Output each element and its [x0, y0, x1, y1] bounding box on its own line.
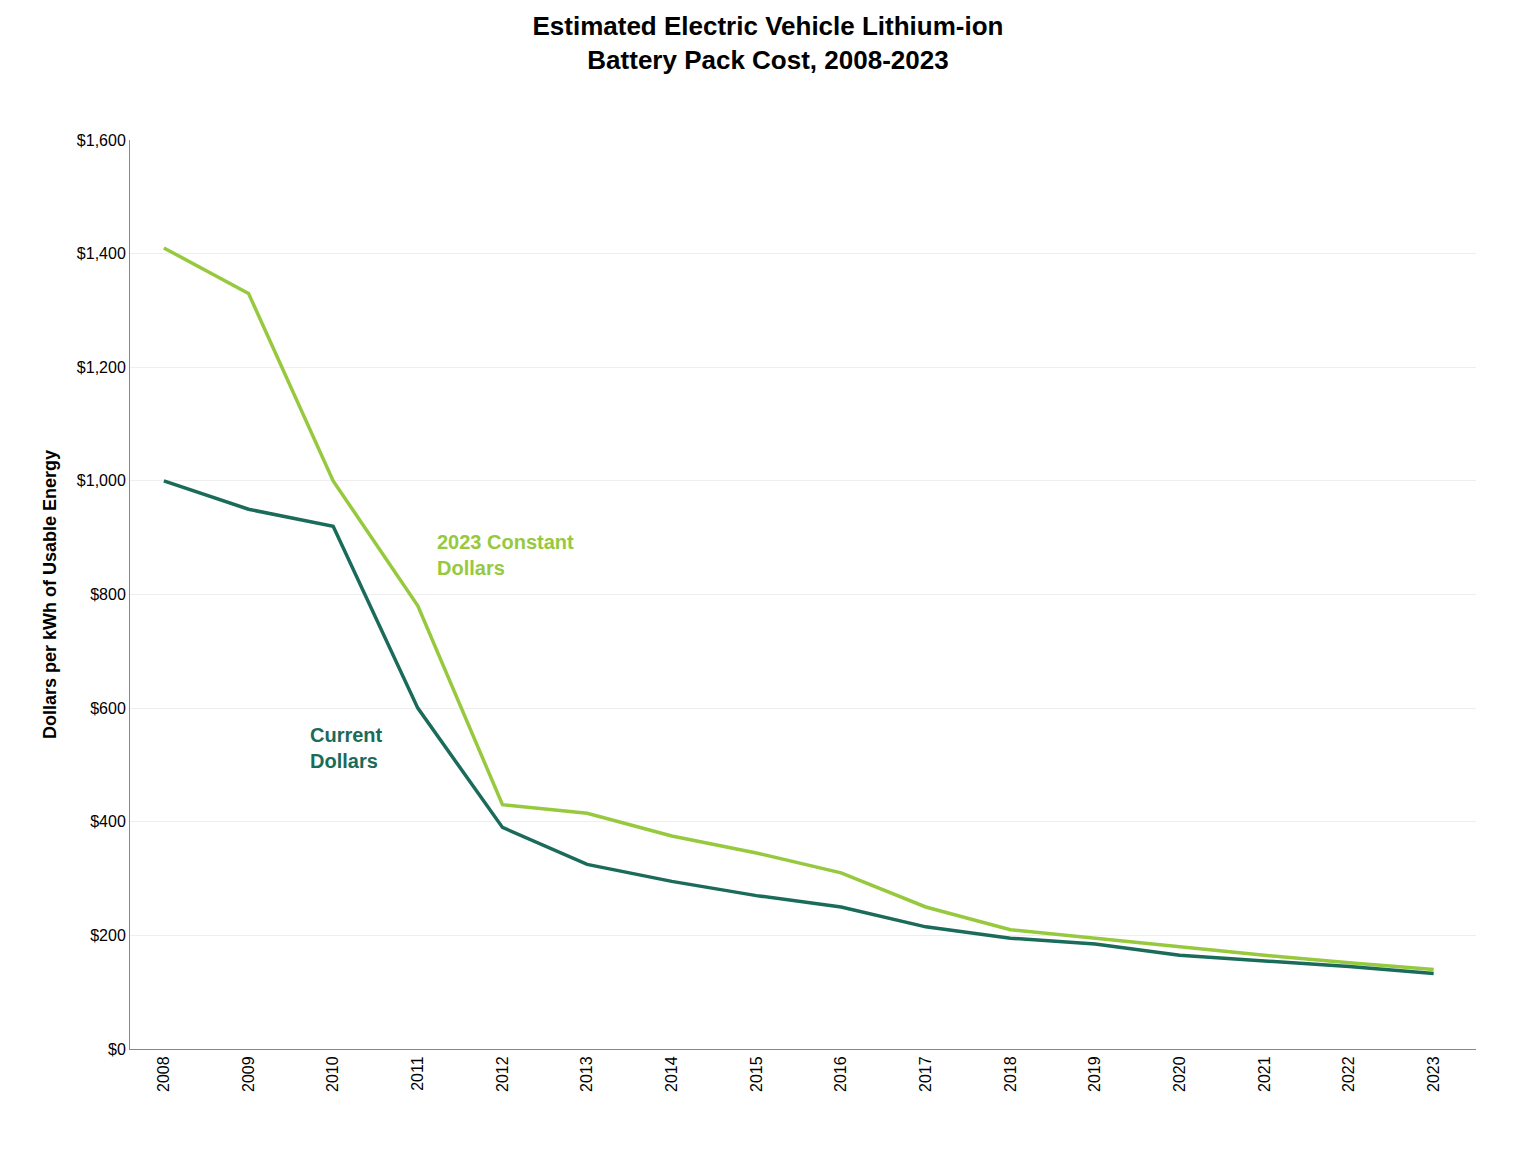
svg-text:CurrentDollars: CurrentDollars [310, 724, 383, 772]
svg-text:$1,000: $1,000 [77, 472, 126, 489]
svg-text:2021: 2021 [1256, 1056, 1273, 1092]
svg-text:$400: $400 [90, 813, 126, 830]
svg-text:2022: 2022 [1340, 1056, 1357, 1092]
svg-text:2019: 2019 [1086, 1056, 1103, 1092]
svg-text:$1,400: $1,400 [77, 245, 126, 262]
svg-text:2010: 2010 [324, 1056, 341, 1092]
svg-text:2014: 2014 [663, 1056, 680, 1092]
svg-text:$800: $800 [90, 586, 126, 603]
svg-text:2015: 2015 [748, 1056, 765, 1092]
svg-text:$600: $600 [90, 700, 126, 717]
svg-text:2023 ConstantDollars: 2023 ConstantDollars [437, 531, 574, 579]
svg-text:2023: 2023 [1425, 1056, 1442, 1092]
svg-text:2017: 2017 [917, 1056, 934, 1092]
svg-text:2012: 2012 [494, 1056, 511, 1092]
svg-text:2009: 2009 [240, 1056, 257, 1092]
svg-text:2011: 2011 [409, 1056, 426, 1091]
svg-text:2008: 2008 [155, 1056, 172, 1092]
svg-text:Estimated Electric Vehicle Lit: Estimated Electric Vehicle Lithium-ionBa… [532, 11, 1003, 75]
svg-text:2018: 2018 [1002, 1056, 1019, 1092]
svg-text:2016: 2016 [832, 1056, 849, 1092]
svg-text:$0: $0 [108, 1041, 126, 1058]
svg-text:$1,600: $1,600 [77, 132, 126, 149]
svg-text:2013: 2013 [578, 1056, 595, 1092]
svg-text:Dollars per kWh of Usable Ener: Dollars per kWh of Usable Energy [40, 450, 60, 739]
svg-text:2020: 2020 [1171, 1056, 1188, 1092]
svg-text:$200: $200 [90, 927, 126, 944]
svg-text:$1,200: $1,200 [77, 359, 126, 376]
